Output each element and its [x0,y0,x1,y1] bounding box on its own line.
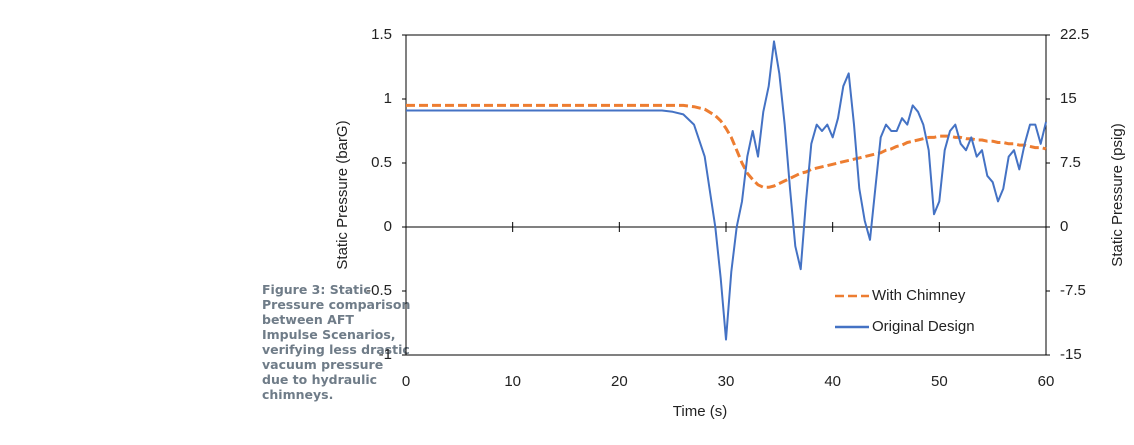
y2-axis-title: Static Pressure (psig) [1109,123,1126,266]
x-tick-label: 20 [611,373,628,390]
y-tick-label: 1 [384,90,392,107]
y-tick-label: -0.5 [366,282,392,299]
y2-tick-label: 15 [1060,90,1077,107]
figure-caption: Figure 3: Static Pressure comparison bet… [262,282,411,402]
y2-tick-label: -7.5 [1060,282,1086,299]
y-tick-label: 0.5 [371,154,392,171]
x-axis-title: Time (s) [673,403,727,420]
x-tick-label: 60 [1038,373,1055,390]
y2-tick-label: 22.5 [1060,26,1089,43]
y2-tick-label: -15 [1060,346,1082,363]
x-tick-label: 30 [718,373,735,390]
x-tick-label: 0 [402,373,410,390]
y-tick-label: 1.5 [371,26,392,43]
legend-label: Original Design [872,318,975,335]
y2-tick-label: 0 [1060,218,1068,235]
data-line [406,40,1047,341]
data-line [406,103,1047,189]
x-tick-label: 40 [824,373,841,390]
legend-label: With Chimney [872,287,966,304]
y-tick-label: -1 [379,346,392,363]
y2-tick-label: 7.5 [1060,154,1081,171]
x-tick-label: 50 [931,373,948,390]
x-tick-label: 10 [504,373,521,390]
y-tick-label: 0 [384,218,392,235]
y-axis-title: Static Pressure (barG) [334,120,351,269]
